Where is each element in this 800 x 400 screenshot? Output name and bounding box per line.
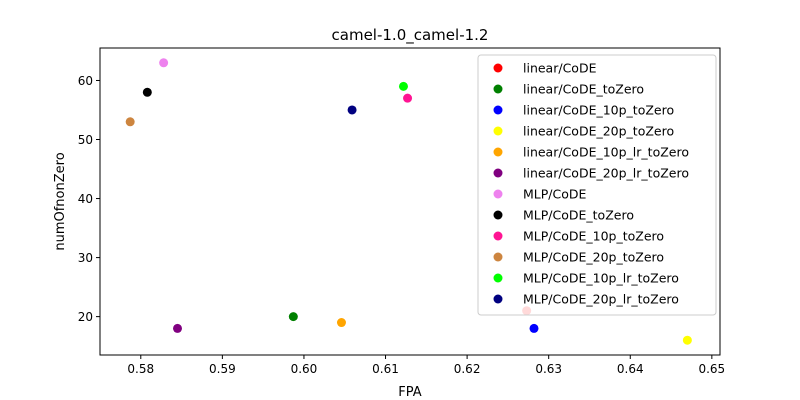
legend: linear/CoDE linear/CoDE_toZero linear/CoDE…: [477, 54, 717, 316]
legend-label: linear/CoDE_toZero: [523, 82, 644, 97]
data-point-12: [347, 105, 357, 115]
x-axis: 0.58 0.59 0.60 0.61 0.62 0.63 0.64 0.65: [127, 355, 725, 376]
legend-label: MLP/CoDE_20p_toZero: [523, 250, 664, 265]
legend-marker: [493, 210, 503, 220]
y-axis: 20 30 40 50 60: [78, 74, 100, 324]
x-tick-label: 0.64: [617, 362, 644, 376]
data-point-6: [173, 323, 182, 333]
y-tick-label: 40: [78, 192, 93, 206]
data-point-4: [682, 335, 692, 345]
y-tick-label: 20: [78, 310, 93, 324]
legend-label: MLP/CoDE_toZero: [523, 208, 634, 223]
chart-title: camel-1.0_camel-1.2: [332, 26, 489, 45]
legend-marker: [493, 105, 503, 115]
legend-marker: [493, 168, 503, 178]
legend-marker: [493, 63, 503, 73]
x-tick-label: 0.63: [535, 362, 562, 376]
legend-label: MLP/CoDE: [523, 187, 586, 202]
legend-label: MLP/CoDE_10p_toZero: [523, 229, 664, 244]
legend-marker: [493, 147, 503, 157]
legend-marker: [493, 294, 503, 304]
x-axis-label: FPA: [398, 385, 421, 400]
x-tick-label: 0.62: [454, 362, 481, 376]
x-tick-label: 0.65: [698, 362, 725, 376]
data-point-7: [159, 58, 169, 68]
legend-label: linear/CoDE: [523, 61, 597, 76]
data-point-11: [398, 81, 408, 91]
legend-label: linear/CoDE_20p_toZero: [523, 124, 674, 139]
x-tick-label: 0.61: [372, 362, 399, 376]
y-tick-label: 30: [78, 251, 93, 265]
plot-frame: [99, 47, 721, 356]
legend-label: MLP/CoDE_10p_lr_toZero: [523, 271, 679, 286]
data-point-9: [403, 93, 413, 103]
x-tick-label: 0.60: [291, 362, 318, 376]
legend-marker: [493, 273, 503, 283]
legend-marker: [493, 126, 503, 136]
data-point-8: [142, 87, 152, 97]
data-point-3: [529, 323, 539, 333]
legend-label: linear/CoDE_10p_toZero: [523, 103, 674, 118]
legend-marker: [493, 84, 503, 94]
y-tick-label: 60: [78, 74, 93, 88]
x-tick-label: 0.58: [127, 362, 154, 376]
legend-box: [477, 54, 717, 316]
data-point-10: [125, 117, 135, 127]
legend-label: MLP/CoDE_20p_lr_toZero: [523, 292, 679, 307]
legend-label: linear/CoDE_10p_lr_toZero: [523, 145, 689, 160]
legend-label: linear/CoDE_20p_lr_toZero: [523, 166, 689, 181]
legend-marker: [493, 252, 503, 262]
data-points: [125, 58, 692, 345]
y-tick-label: 50: [78, 133, 93, 147]
x-tick-label: 0.59: [209, 362, 236, 376]
y-axis-label: numOfnonZero: [53, 152, 68, 250]
data-point-2: [288, 312, 298, 322]
legend-marker: [493, 231, 503, 241]
data-point-5: [336, 318, 346, 328]
legend-marker: [493, 189, 503, 199]
